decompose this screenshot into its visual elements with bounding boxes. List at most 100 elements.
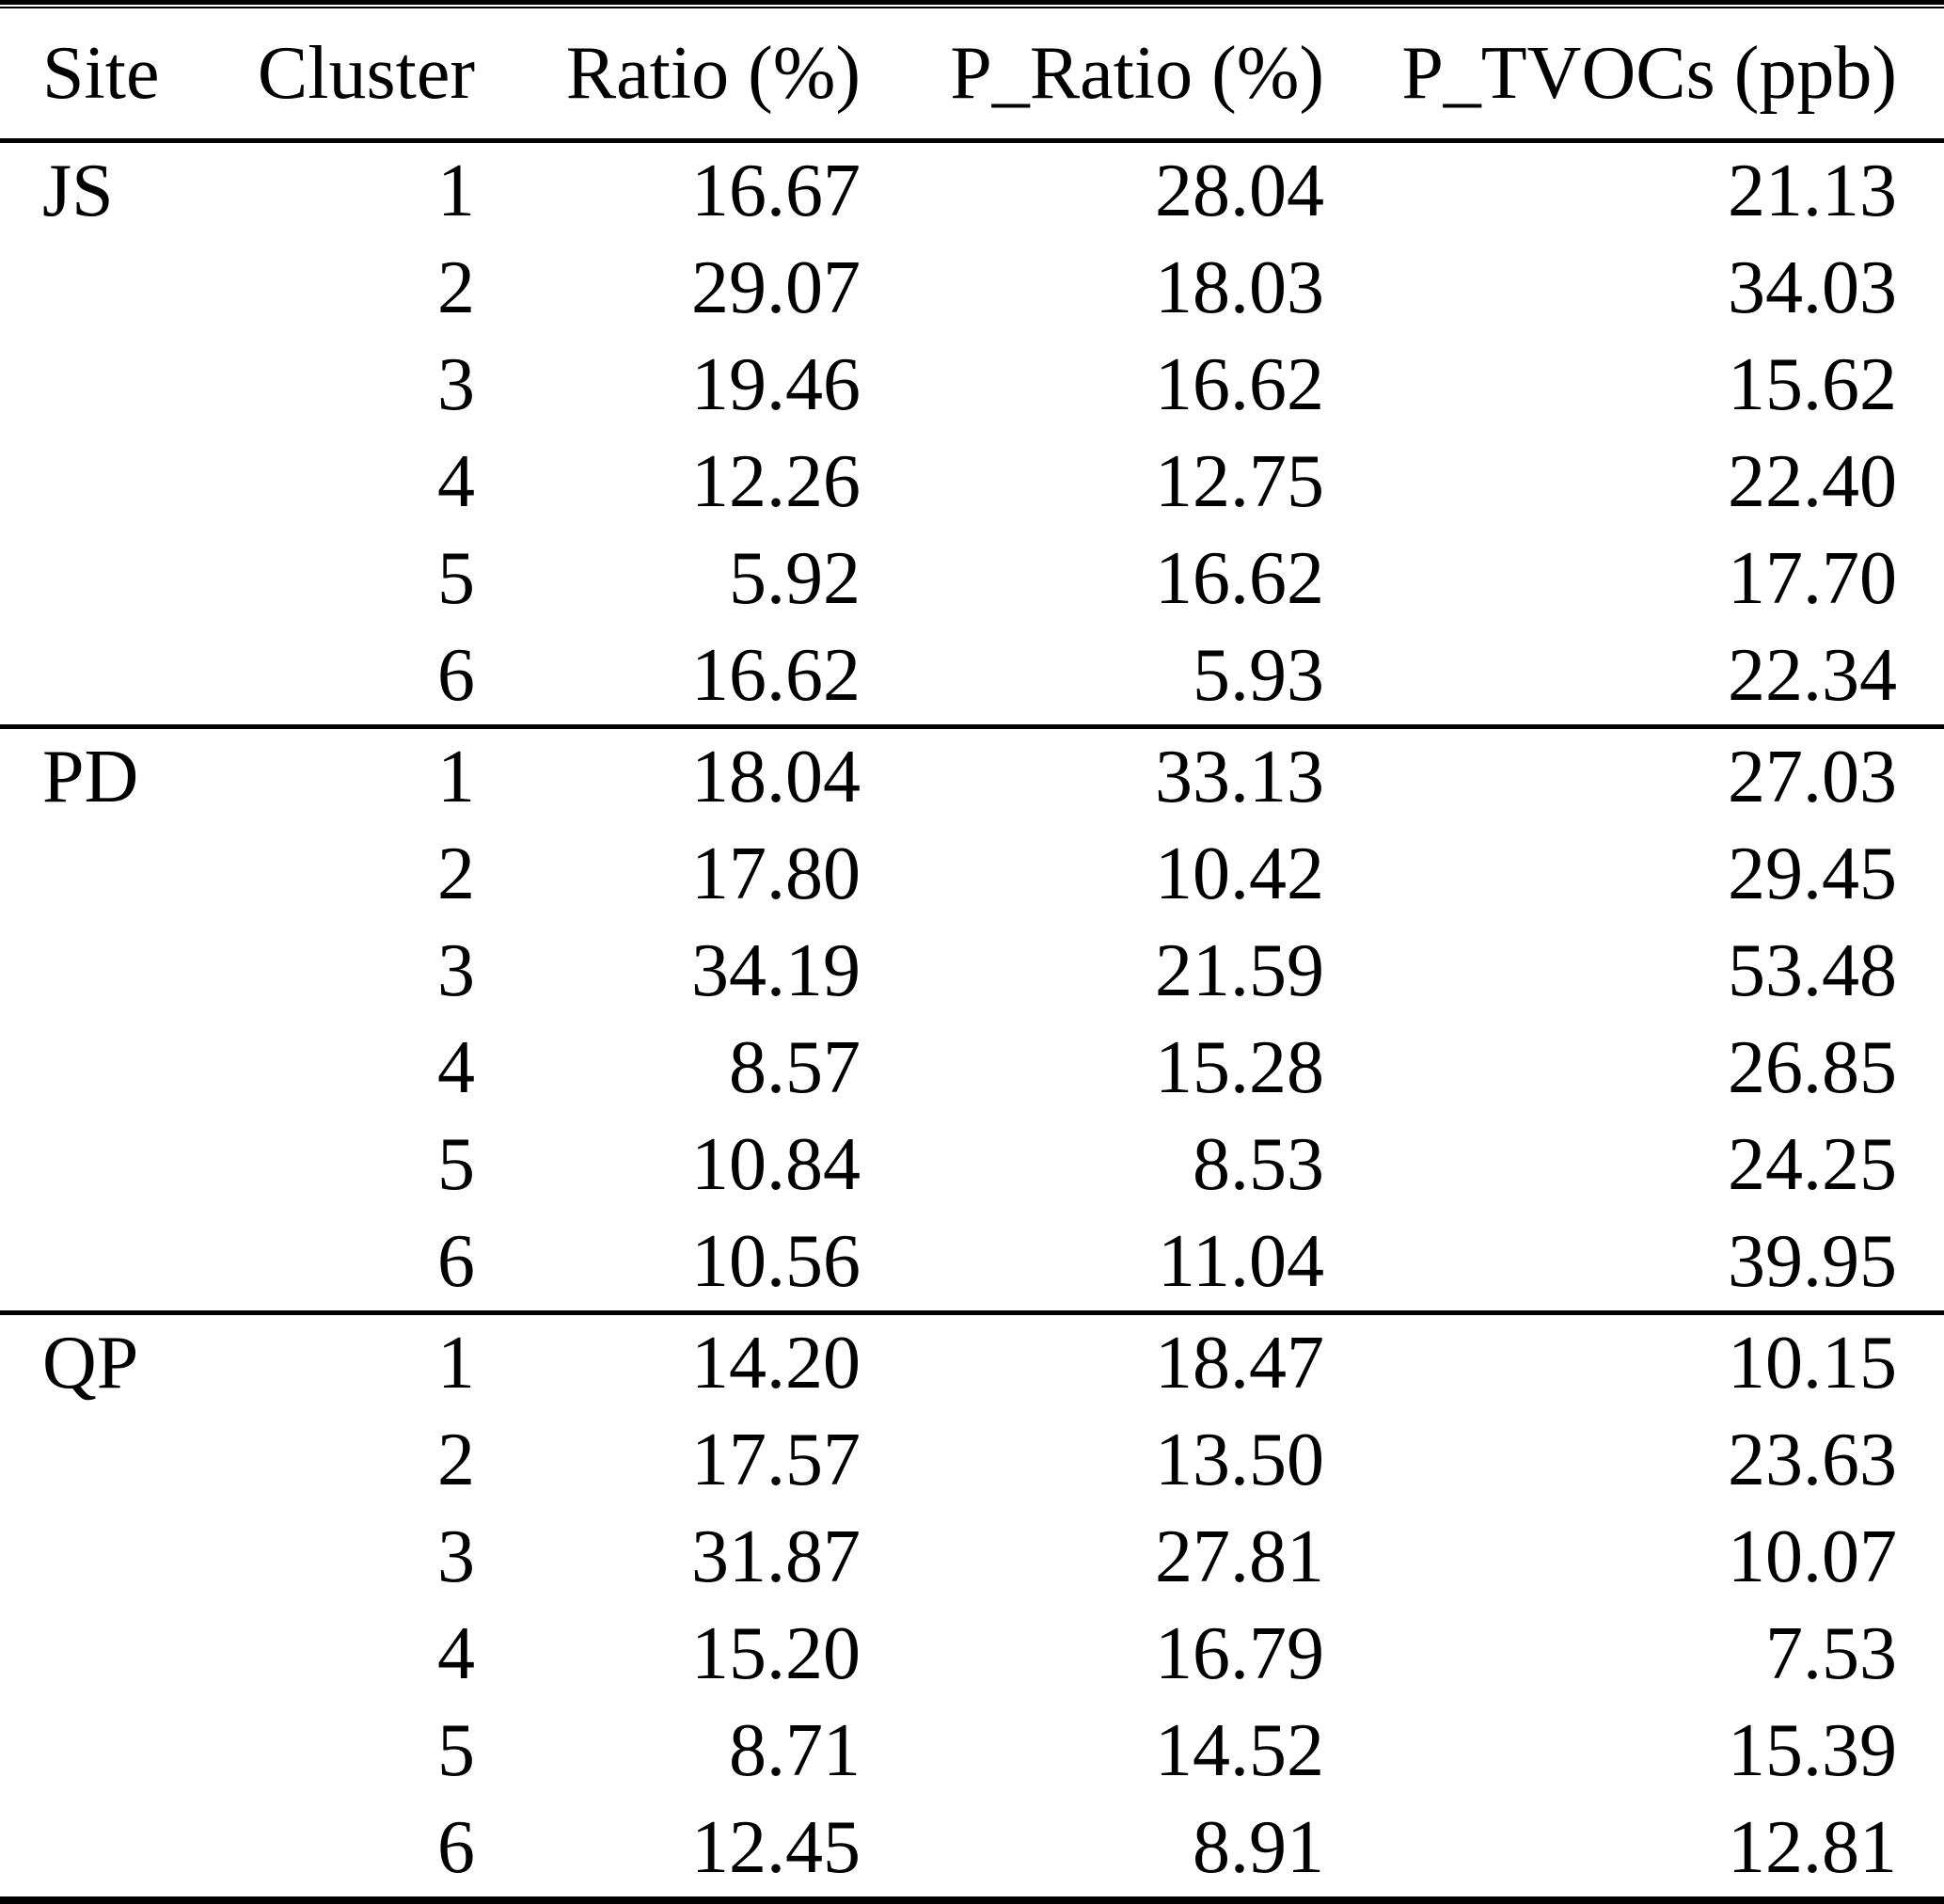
cell-cluster: 3 (437, 343, 475, 426)
table-row: 5 10.84 8.53 24.25 (0, 1117, 1944, 1214)
cell-ratio: 10.56 (691, 1220, 861, 1303)
cell-p-tvocs: 15.62 (1728, 343, 1897, 426)
table-row: 2 29.07 18.03 34.03 (0, 240, 1944, 337)
top-rule-gap (0, 5, 1944, 7)
header-p-ratio: P_Ratio (%) (861, 8, 1324, 143)
table-row: 6 16.62 5.93 22.34 (0, 627, 1944, 727)
cell-p-tvocs: 29.45 (1728, 833, 1897, 915)
cell-p-tvocs: 12.81 (1728, 1806, 1897, 1889)
cell-ratio: 8.71 (729, 1709, 861, 1792)
cell-site (0, 627, 235, 727)
cell-p-ratio: 10.42 (1155, 833, 1324, 915)
table-row: QP 1 14.20 18.47 10.15 (0, 1313, 1944, 1413)
table-row: 4 12.26 12.75 22.40 (0, 434, 1944, 531)
cell-ratio: 34.19 (691, 929, 861, 1012)
cell-site (0, 826, 235, 923)
cell-site (0, 1412, 235, 1509)
cell-p-ratio: 16.79 (1155, 1612, 1324, 1695)
cell-site (0, 923, 235, 1020)
cell-p-tvocs: 7.53 (1765, 1612, 1897, 1695)
cell-p-ratio: 15.28 (1155, 1026, 1324, 1109)
cell-p-tvocs: 10.07 (1728, 1515, 1897, 1598)
cell-ratio: 17.80 (691, 833, 861, 915)
cell-p-ratio: 13.50 (1155, 1419, 1324, 1501)
cell-p-tvocs: 22.34 (1728, 634, 1897, 717)
cell-p-ratio: 18.03 (1155, 246, 1324, 329)
cell-cluster: 4 (437, 440, 475, 523)
cell-p-ratio: 8.53 (1193, 1123, 1324, 1206)
table-row: 5 5.92 16.62 17.70 (0, 531, 1944, 627)
cell-site (0, 240, 235, 337)
cell-site (0, 1703, 235, 1800)
cell-site: PD (42, 736, 139, 818)
cell-site (0, 337, 235, 434)
cell-ratio: 29.07 (691, 246, 861, 329)
cell-p-ratio: 16.62 (1155, 343, 1324, 426)
cell-p-ratio: 33.13 (1155, 736, 1324, 818)
cell-site (0, 1117, 235, 1214)
cell-p-tvocs: 24.25 (1728, 1123, 1897, 1206)
cell-site (0, 1214, 235, 1313)
cell-ratio: 10.84 (691, 1123, 861, 1206)
table-row: 3 34.19 21.59 53.48 (0, 923, 1944, 1020)
cell-cluster: 6 (437, 634, 475, 717)
cell-cluster: 1 (437, 1322, 475, 1404)
cell-ratio: 12.26 (691, 440, 861, 523)
cell-cluster: 2 (437, 833, 475, 915)
cell-p-tvocs: 23.63 (1728, 1419, 1897, 1501)
cell-p-ratio: 8.91 (1193, 1806, 1324, 1889)
cell-p-tvocs: 15.39 (1728, 1709, 1897, 1792)
cell-p-ratio: 18.47 (1155, 1322, 1324, 1404)
cell-p-ratio: 16.62 (1155, 537, 1324, 620)
cell-cluster: 4 (437, 1612, 475, 1695)
cell-site (0, 1509, 235, 1606)
cell-p-tvocs: 27.03 (1728, 736, 1897, 818)
cell-cluster: 6 (437, 1220, 475, 1303)
table-row: 3 31.87 27.81 10.07 (0, 1509, 1944, 1606)
cell-p-tvocs: 10.15 (1728, 1322, 1897, 1404)
cell-ratio: 15.20 (691, 1612, 861, 1695)
cell-ratio: 12.45 (691, 1806, 861, 1889)
table-row: 4 8.57 15.28 26.85 (0, 1020, 1944, 1117)
cell-p-ratio: 5.93 (1193, 634, 1324, 717)
cell-cluster: 3 (437, 1515, 475, 1598)
header-p-tvocs: P_TVOCs (ppb) (1324, 8, 1944, 143)
table-row: 5 8.71 14.52 15.39 (0, 1703, 1944, 1800)
table-row: 2 17.57 13.50 23.63 (0, 1412, 1944, 1509)
cell-p-ratio: 12.75 (1155, 440, 1324, 523)
header-site: Site (0, 8, 235, 143)
table-header: Site Cluster Ratio (%) P_Ratio (%) P_TVO… (0, 8, 1944, 143)
cell-p-tvocs: 34.03 (1728, 246, 1897, 329)
cell-p-ratio: 27.81 (1155, 1515, 1324, 1598)
cell-site (0, 1020, 235, 1117)
cell-site: QP (42, 1322, 139, 1404)
cell-p-tvocs: 26.85 (1728, 1026, 1897, 1109)
cell-ratio: 16.67 (691, 150, 861, 232)
cell-site (0, 531, 235, 627)
table-section-pd: PD 1 18.04 33.13 27.03 2 17.80 10.42 29.45 3 34.19… (0, 726, 1944, 1313)
data-table: Site Cluster Ratio (%) P_Ratio (%) P_TVO… (0, 8, 1944, 1896)
cell-ratio: 5.92 (729, 537, 861, 620)
cell-ratio: 8.57 (729, 1026, 861, 1109)
table-row: 6 12.45 8.91 12.81 (0, 1800, 1944, 1896)
table-row: 2 17.80 10.42 29.45 (0, 826, 1944, 923)
cell-p-tvocs: 21.13 (1728, 150, 1897, 232)
cell-ratio: 19.46 (691, 343, 861, 426)
table-row: JS 1 16.67 28.04 21.13 (0, 141, 1944, 241)
cell-cluster: 5 (437, 1123, 475, 1206)
cell-site (0, 1800, 235, 1896)
cell-ratio: 14.20 (691, 1322, 861, 1404)
cell-p-tvocs: 39.95 (1728, 1220, 1897, 1303)
cell-p-ratio: 21.59 (1155, 929, 1324, 1012)
header-cluster: Cluster (235, 8, 475, 143)
cell-p-tvocs: 17.70 (1728, 537, 1897, 620)
cell-p-tvocs: 53.48 (1728, 929, 1897, 1012)
cell-cluster: 2 (437, 246, 475, 329)
header-row: Site Cluster Ratio (%) P_Ratio (%) P_TVO… (0, 8, 1944, 143)
top-rule-thick (0, 0, 1944, 5)
header-ratio: Ratio (%) (475, 8, 861, 143)
cell-cluster: 6 (437, 1806, 475, 1889)
cell-cluster: 3 (437, 929, 475, 1012)
table-section-js: JS 1 16.67 28.04 21.13 2 29.07 18.03 34.03 3 19.46… (0, 141, 1944, 727)
